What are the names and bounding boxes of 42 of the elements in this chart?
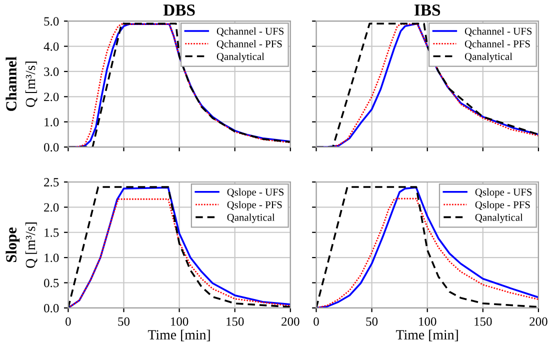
x-tick-label: 150 xyxy=(226,317,244,326)
legend-label: Qchannel - UFS xyxy=(464,27,532,36)
x-tick-label: 200 xyxy=(530,317,548,326)
x-tick-label: 200 xyxy=(282,317,300,326)
text: Slope xyxy=(6,228,20,262)
legend-label: Qanalytical xyxy=(216,52,264,62)
x-tick-label: 100 xyxy=(171,317,188,326)
y-tick-label: 0.0 xyxy=(44,143,59,152)
legend-label: Qchannel - PFS xyxy=(216,40,282,49)
x-axis-title: Time [min] xyxy=(396,330,458,342)
legend-label: Qanalytical xyxy=(227,214,275,224)
y-tick-label: 0.5 xyxy=(44,278,59,288)
legend-label: Qanalytical xyxy=(464,52,512,62)
y-tick-label: 1.5 xyxy=(44,228,59,237)
legend-label: Qslope - UFS xyxy=(227,188,284,198)
legend-label: Qslope - UFS xyxy=(475,188,532,198)
y-tick-label: 3.0 xyxy=(44,68,59,76)
y-tick-label: 1.0 xyxy=(44,254,59,262)
x-axis-title: Time [min] xyxy=(148,330,210,342)
y-tick-label: 0.0 xyxy=(44,304,59,312)
x-tick-label: 50 xyxy=(118,317,130,326)
legend-label: Qanalytical xyxy=(475,214,523,224)
y-axis-title: Q [m³/s] xyxy=(25,222,38,268)
text: Channel xyxy=(6,56,16,111)
y-tick-label: 2.0 xyxy=(44,203,59,212)
legend-label: Qchannel - UFS xyxy=(216,27,284,36)
chart-title: IBS xyxy=(414,4,440,16)
y-tick-label: 2.5 xyxy=(44,178,59,187)
legend-label: Qslope - PFS xyxy=(475,200,530,210)
y-tick-label: 5.0 xyxy=(44,17,59,26)
chart-title: DBS xyxy=(163,4,195,16)
y-tick-label: 1.0 xyxy=(44,118,59,126)
x-tick-label: 50 xyxy=(366,317,378,326)
y-tick-label: 4.0 xyxy=(44,42,59,51)
x-tick-label: 0 xyxy=(314,317,319,326)
x-tick-label: 150 xyxy=(474,317,492,326)
x-tick-label: 0 xyxy=(66,317,71,326)
y-tick-label: 2.0 xyxy=(44,92,59,102)
legend-label: Qchannel - PFS xyxy=(464,40,530,49)
legend-label: Qslope - PFS xyxy=(227,200,282,210)
x-tick-label: 100 xyxy=(419,317,436,326)
y-axis-title: Q [m³/s] xyxy=(25,62,38,107)
